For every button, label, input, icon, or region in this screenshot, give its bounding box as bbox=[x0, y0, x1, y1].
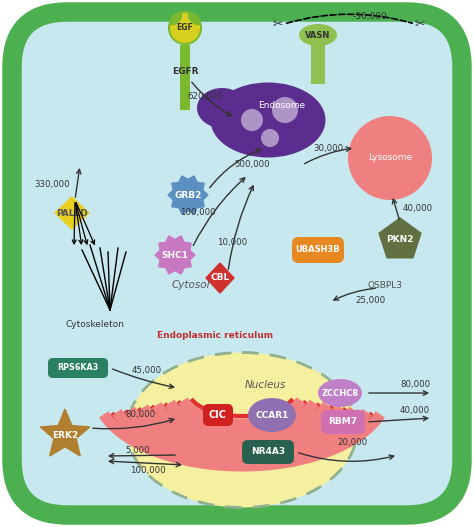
Ellipse shape bbox=[169, 12, 182, 25]
Text: RPS6KA3: RPS6KA3 bbox=[57, 364, 99, 373]
Polygon shape bbox=[40, 409, 90, 456]
Text: EGFR: EGFR bbox=[172, 67, 198, 76]
Ellipse shape bbox=[248, 398, 296, 432]
Polygon shape bbox=[379, 218, 421, 258]
Polygon shape bbox=[55, 197, 89, 229]
Text: -30,000: -30,000 bbox=[353, 12, 387, 21]
Text: Cytoskeleton: Cytoskeleton bbox=[65, 320, 125, 329]
Text: 100,000: 100,000 bbox=[130, 465, 166, 474]
Text: ZCCHC8: ZCCHC8 bbox=[321, 388, 358, 397]
Text: ✂: ✂ bbox=[415, 17, 425, 31]
Text: Cytosol: Cytosol bbox=[172, 280, 210, 290]
Text: RBM7: RBM7 bbox=[328, 417, 357, 426]
FancyBboxPatch shape bbox=[12, 12, 462, 515]
Bar bbox=[311, 42, 325, 84]
Text: 620,000: 620,000 bbox=[187, 92, 223, 101]
Text: PALLD: PALLD bbox=[56, 209, 88, 218]
Text: 30,000: 30,000 bbox=[313, 143, 343, 152]
Circle shape bbox=[241, 109, 263, 131]
Text: 80,000: 80,000 bbox=[400, 379, 430, 388]
Text: GRB2: GRB2 bbox=[174, 190, 202, 200]
Text: 40,000: 40,000 bbox=[403, 203, 433, 212]
Polygon shape bbox=[168, 176, 208, 214]
Ellipse shape bbox=[188, 12, 201, 25]
Text: 45,000: 45,000 bbox=[132, 366, 162, 376]
Text: 25,000: 25,000 bbox=[355, 296, 385, 305]
Ellipse shape bbox=[197, 88, 247, 128]
Circle shape bbox=[348, 116, 432, 200]
Text: CIC: CIC bbox=[209, 410, 227, 420]
Ellipse shape bbox=[210, 83, 326, 158]
Text: ERK2: ERK2 bbox=[52, 431, 78, 440]
Text: 100,000: 100,000 bbox=[180, 209, 216, 218]
Text: Endosome: Endosome bbox=[258, 101, 306, 110]
Text: CBL: CBL bbox=[210, 274, 229, 282]
Ellipse shape bbox=[127, 353, 357, 508]
Text: 10,000: 10,000 bbox=[217, 238, 247, 247]
Text: 330,000: 330,000 bbox=[34, 181, 70, 190]
Text: 20,000: 20,000 bbox=[337, 438, 367, 447]
Text: 40,000: 40,000 bbox=[400, 405, 430, 415]
Text: PKN2: PKN2 bbox=[386, 236, 414, 245]
Text: OSBPL3: OSBPL3 bbox=[368, 280, 403, 289]
Text: NR4A3: NR4A3 bbox=[251, 447, 285, 456]
Text: ✂: ✂ bbox=[273, 17, 283, 31]
Text: CCAR1: CCAR1 bbox=[255, 411, 289, 419]
Text: SHC1: SHC1 bbox=[162, 250, 189, 259]
FancyBboxPatch shape bbox=[203, 404, 233, 426]
FancyBboxPatch shape bbox=[321, 410, 365, 434]
Ellipse shape bbox=[299, 24, 337, 46]
Text: UBASH3B: UBASH3B bbox=[296, 246, 340, 255]
Bar bbox=[180, 45, 190, 110]
Text: 80,000: 80,000 bbox=[125, 409, 155, 418]
Circle shape bbox=[272, 97, 298, 123]
Text: Lysosome: Lysosome bbox=[368, 153, 412, 162]
Circle shape bbox=[169, 12, 201, 44]
Text: Endoplasmic reticulum: Endoplasmic reticulum bbox=[157, 330, 273, 339]
Circle shape bbox=[261, 129, 279, 147]
Text: VASN: VASN bbox=[305, 31, 331, 40]
Text: Nucleus: Nucleus bbox=[244, 380, 286, 390]
Polygon shape bbox=[206, 263, 234, 293]
Ellipse shape bbox=[318, 379, 362, 407]
Polygon shape bbox=[155, 236, 195, 274]
Text: EGF: EGF bbox=[177, 23, 193, 32]
FancyBboxPatch shape bbox=[48, 358, 108, 378]
FancyBboxPatch shape bbox=[292, 237, 344, 263]
Text: 5,000: 5,000 bbox=[126, 445, 150, 454]
FancyBboxPatch shape bbox=[242, 440, 294, 464]
Text: 500,000: 500,000 bbox=[234, 161, 270, 170]
